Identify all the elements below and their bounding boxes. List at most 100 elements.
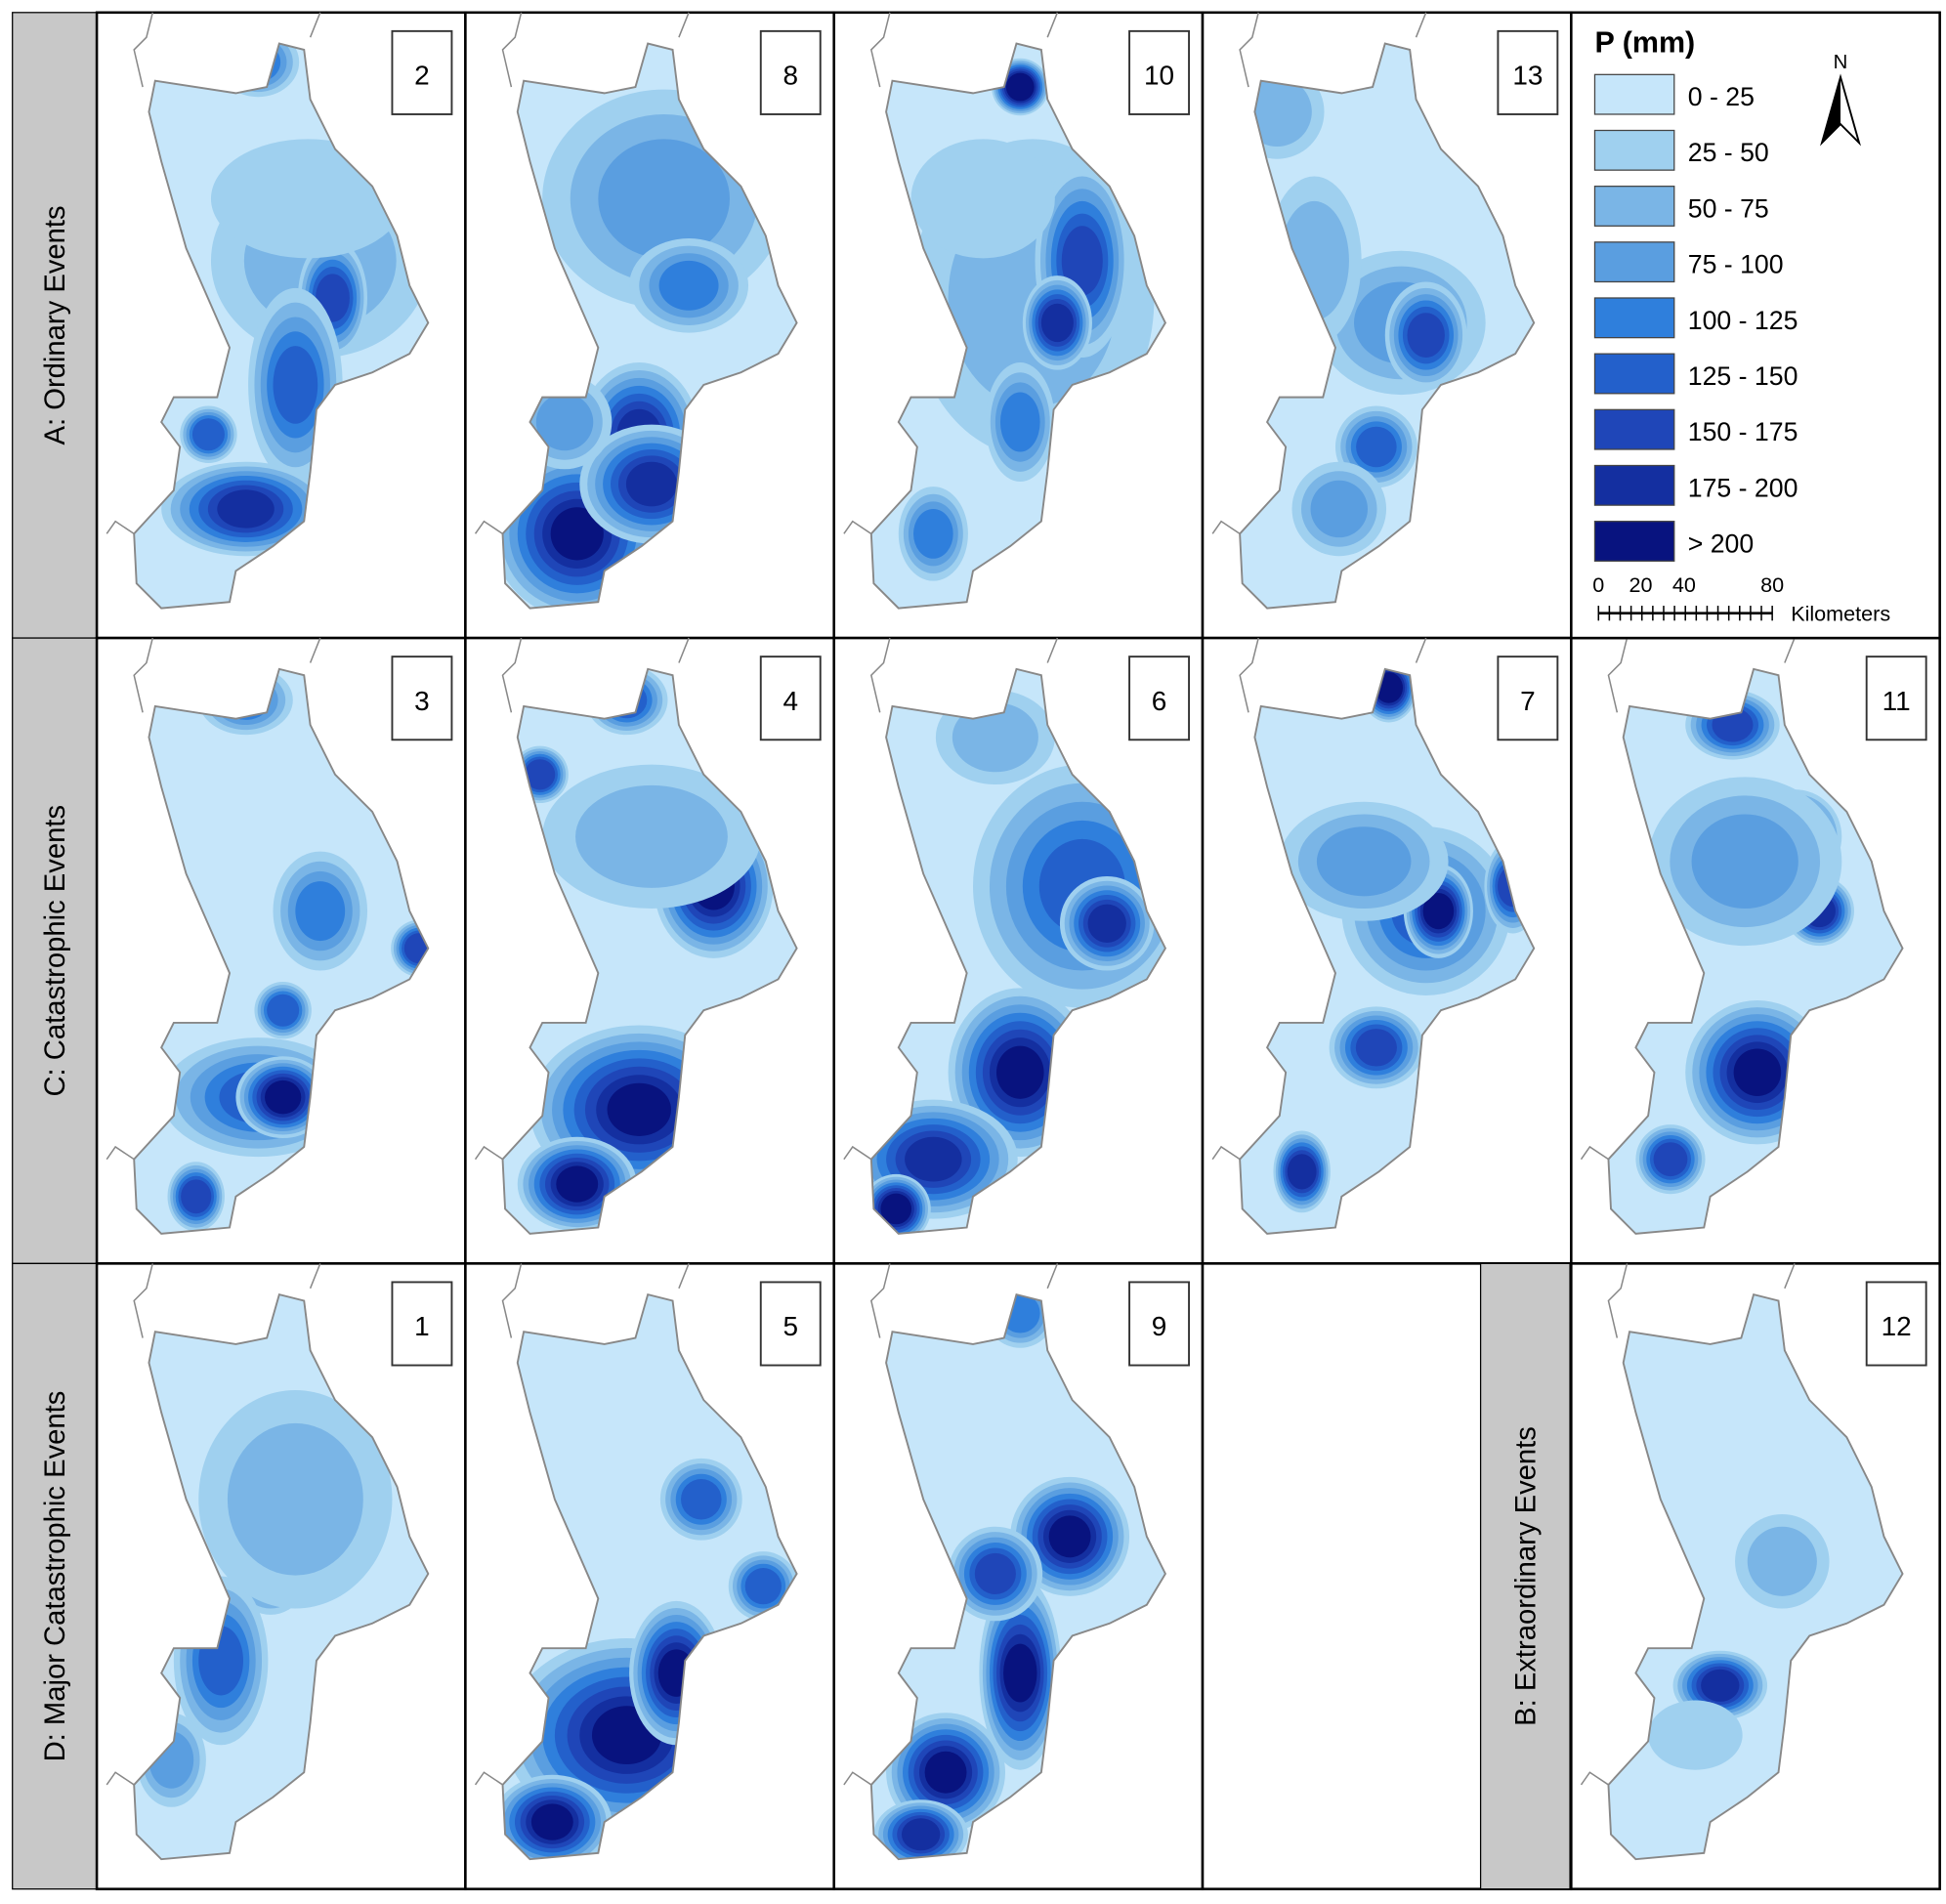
rain-contour xyxy=(1287,1154,1317,1190)
legend-swatch xyxy=(1593,464,1675,506)
legend-label: 50 - 75 xyxy=(1688,193,1769,223)
panel-number: 11 xyxy=(1883,686,1911,716)
panel-number: 2 xyxy=(414,60,430,90)
panel-number-box xyxy=(391,1281,453,1367)
rain-contour xyxy=(1005,72,1035,102)
legend-swatch xyxy=(1593,408,1675,450)
group-label-bg xyxy=(12,1262,98,1890)
scale-label: 80 xyxy=(1760,572,1784,597)
rain-contour xyxy=(550,507,604,561)
panel-number-box xyxy=(1128,29,1191,115)
panel-number-box xyxy=(759,1281,822,1367)
map-panel: 2 xyxy=(95,11,467,640)
rain-contour xyxy=(658,260,719,311)
rain-contour xyxy=(1061,226,1103,296)
map-panel: 11 xyxy=(1570,636,1941,1265)
north-label: N xyxy=(1834,52,1848,73)
neighbor-coast xyxy=(843,1263,1059,1810)
panel-number: 3 xyxy=(414,686,430,716)
neighbor-coast xyxy=(1211,637,1427,1185)
rain-contour xyxy=(910,139,1055,259)
legend-swatch xyxy=(1593,297,1675,339)
rain-contour xyxy=(556,1165,599,1203)
rain-contour xyxy=(974,1552,1016,1595)
legend-label: 150 - 175 xyxy=(1688,417,1798,446)
neighbor-coast xyxy=(1580,637,1796,1185)
rain-contour xyxy=(1003,1643,1037,1703)
rain-contour xyxy=(267,994,300,1027)
rain-contour xyxy=(1747,1526,1817,1596)
map-panel: 3 xyxy=(95,636,467,1265)
map-panel: 10 xyxy=(832,11,1205,640)
legend-title: P (mm) xyxy=(1594,25,1695,59)
map-panel: 6 xyxy=(832,636,1205,1265)
panel-number-box xyxy=(1128,656,1191,741)
legend-label: 25 - 50 xyxy=(1688,138,1769,167)
rain-contour xyxy=(1087,904,1126,943)
rain-contour xyxy=(625,461,678,507)
group-label-bg xyxy=(1479,1262,1571,1890)
panel-number-box xyxy=(1497,656,1559,741)
rain-contour xyxy=(905,1136,962,1182)
scale-label: 0 xyxy=(1592,572,1604,597)
neighbor-coast xyxy=(106,1263,321,1810)
rain-contour xyxy=(191,418,225,451)
rain-contour xyxy=(995,1045,1044,1099)
legend-swatch xyxy=(1593,241,1675,283)
group-label: A: Ordinary Events xyxy=(40,205,71,444)
legend-label: 175 - 200 xyxy=(1688,473,1798,502)
rain-contour xyxy=(1316,826,1412,897)
rain-contour xyxy=(535,393,594,451)
panel-number: 8 xyxy=(783,60,798,90)
map-panel: 9 xyxy=(832,1262,1205,1890)
map-panel: 8 xyxy=(464,11,835,640)
group-label: C: Catastrophic Events xyxy=(40,805,71,1097)
scale-label: 20 xyxy=(1629,572,1652,597)
rain-contour xyxy=(1048,1515,1091,1558)
neighbor-coast xyxy=(106,637,321,1185)
map-panel: 4 xyxy=(464,636,835,1265)
rain-contour xyxy=(227,1422,363,1576)
rain-contour xyxy=(1040,303,1074,343)
panel-number: 9 xyxy=(1152,1311,1167,1341)
legend-label: > 200 xyxy=(1688,529,1754,558)
map-panel: 7 xyxy=(1201,636,1573,1265)
rain-contour xyxy=(273,346,318,424)
rain-contour xyxy=(924,1751,967,1794)
rain-contour xyxy=(530,1803,573,1841)
panel-number: 10 xyxy=(1144,60,1174,90)
rain-contour xyxy=(999,392,1040,452)
rain-contour xyxy=(217,489,275,529)
group-label: B: Extraordinary Events xyxy=(1510,1426,1542,1726)
legend-label: 75 - 100 xyxy=(1688,250,1784,279)
rain-contour xyxy=(525,759,556,790)
rain-contour xyxy=(913,508,953,559)
rain-contour xyxy=(295,881,346,942)
panel-number-box xyxy=(759,29,822,115)
panel-number-box xyxy=(391,29,453,115)
rain-contour xyxy=(1407,313,1445,358)
panel-number: 5 xyxy=(783,1311,798,1341)
rain-contour xyxy=(598,139,730,259)
rain-contour xyxy=(607,1082,672,1136)
map-panel: 13 xyxy=(1201,11,1573,640)
legend-label: 125 - 150 xyxy=(1688,361,1798,391)
rain-contour xyxy=(952,702,1038,773)
panel-number: 7 xyxy=(1520,686,1536,716)
rain-contour xyxy=(744,1568,782,1605)
panel-number-box xyxy=(1128,1281,1191,1367)
panel-number-box xyxy=(1865,656,1927,741)
scale-unit: Kilometers xyxy=(1791,601,1890,625)
group-label-bg xyxy=(12,12,98,639)
panel-number: 6 xyxy=(1152,686,1167,716)
rain-contour xyxy=(1355,1029,1397,1067)
map-panel: 1 xyxy=(95,1262,467,1890)
rain-contour xyxy=(1653,1142,1688,1177)
neighbor-coast xyxy=(1580,1263,1796,1810)
rain-contour xyxy=(681,1479,722,1520)
neighbor-coast xyxy=(843,637,1059,1185)
rain-contour xyxy=(1356,426,1397,468)
map-panel: 5 xyxy=(464,1262,835,1890)
neighbor-coast xyxy=(106,12,321,560)
